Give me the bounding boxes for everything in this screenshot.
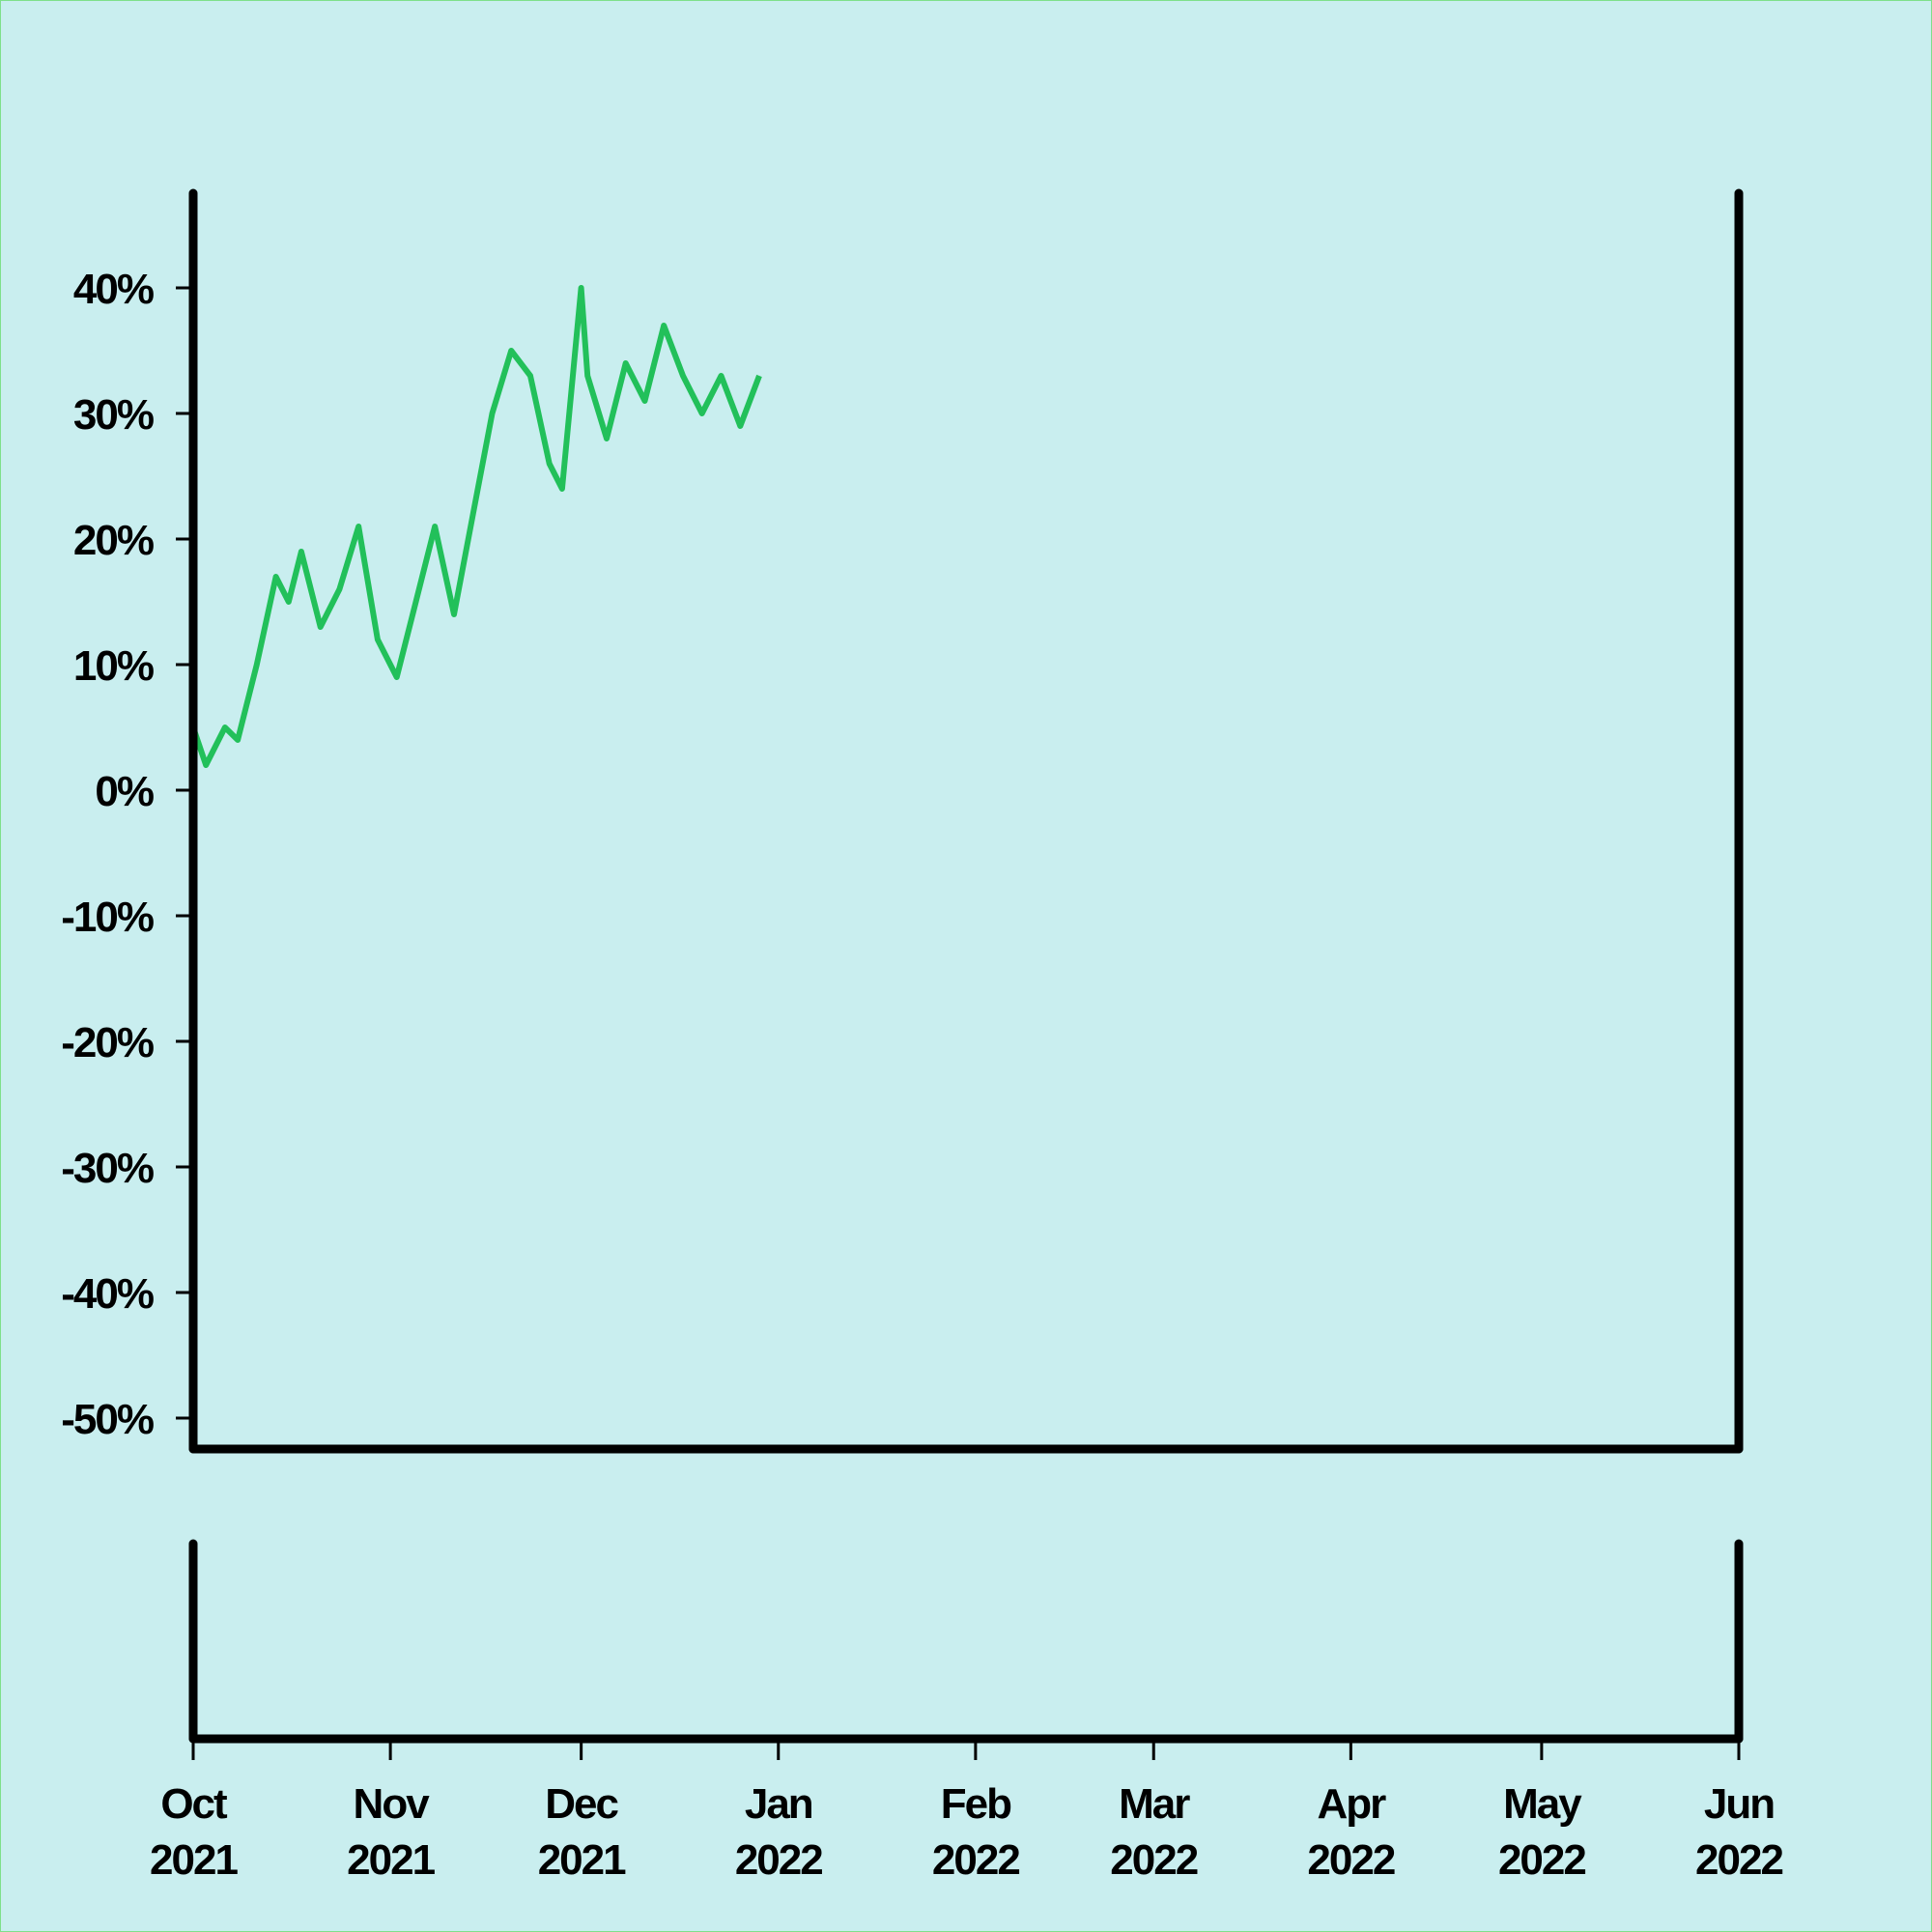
x-tick-month: Dec [545, 1780, 618, 1828]
x-tick-year: 2022 [932, 1836, 1019, 1884]
y-tick-label: -40% [61, 1270, 154, 1318]
price-line-series [190, 285, 762, 768]
y-tick-label: 10% [73, 642, 154, 690]
x-tick-month: May [1503, 1780, 1582, 1828]
x-tick-month: Nov [354, 1780, 431, 1828]
x-tick-month: Jan [745, 1780, 812, 1828]
y-tick-label: 40% [73, 266, 154, 313]
x-tick-year: 2021 [150, 1836, 238, 1884]
x-tick-month: Jun [1704, 1780, 1774, 1828]
x-tick-month: Apr [1317, 1780, 1386, 1828]
x-tick-year: 2021 [347, 1836, 435, 1884]
x-tick-year: 2021 [538, 1836, 626, 1884]
y-tick-label: -50% [61, 1396, 154, 1443]
x-tick-year: 2022 [1695, 1836, 1782, 1884]
y-axis-ticks: 40% 30% 20% 10% 0% -10% -20% -30% -40% -50% [61, 266, 193, 1443]
x-tick-month: Feb [941, 1780, 1011, 1828]
y-tick-label: -10% [61, 894, 154, 941]
y-tick-label: -20% [61, 1019, 154, 1066]
x-axis-ticks: Oct 2021 Nov 2021 Dec 2021 Jan 2022 Feb 2022 Mar 20… [150, 1739, 1784, 1884]
y-tick-label: 0% [95, 768, 153, 815]
x-tick-year: 2022 [1498, 1836, 1585, 1884]
x-tick-month: Oct [160, 1780, 228, 1828]
y-tick-label: -30% [61, 1145, 154, 1192]
y-tick-label: 30% [73, 391, 154, 439]
x-tick-year: 2022 [735, 1836, 822, 1884]
x-tick-month: Mar [1119, 1780, 1190, 1828]
x-tick-year: 2022 [1307, 1836, 1394, 1884]
y-tick-label: 20% [73, 517, 154, 564]
series-layer [190, 285, 762, 768]
x-tick-year: 2022 [1110, 1836, 1197, 1884]
